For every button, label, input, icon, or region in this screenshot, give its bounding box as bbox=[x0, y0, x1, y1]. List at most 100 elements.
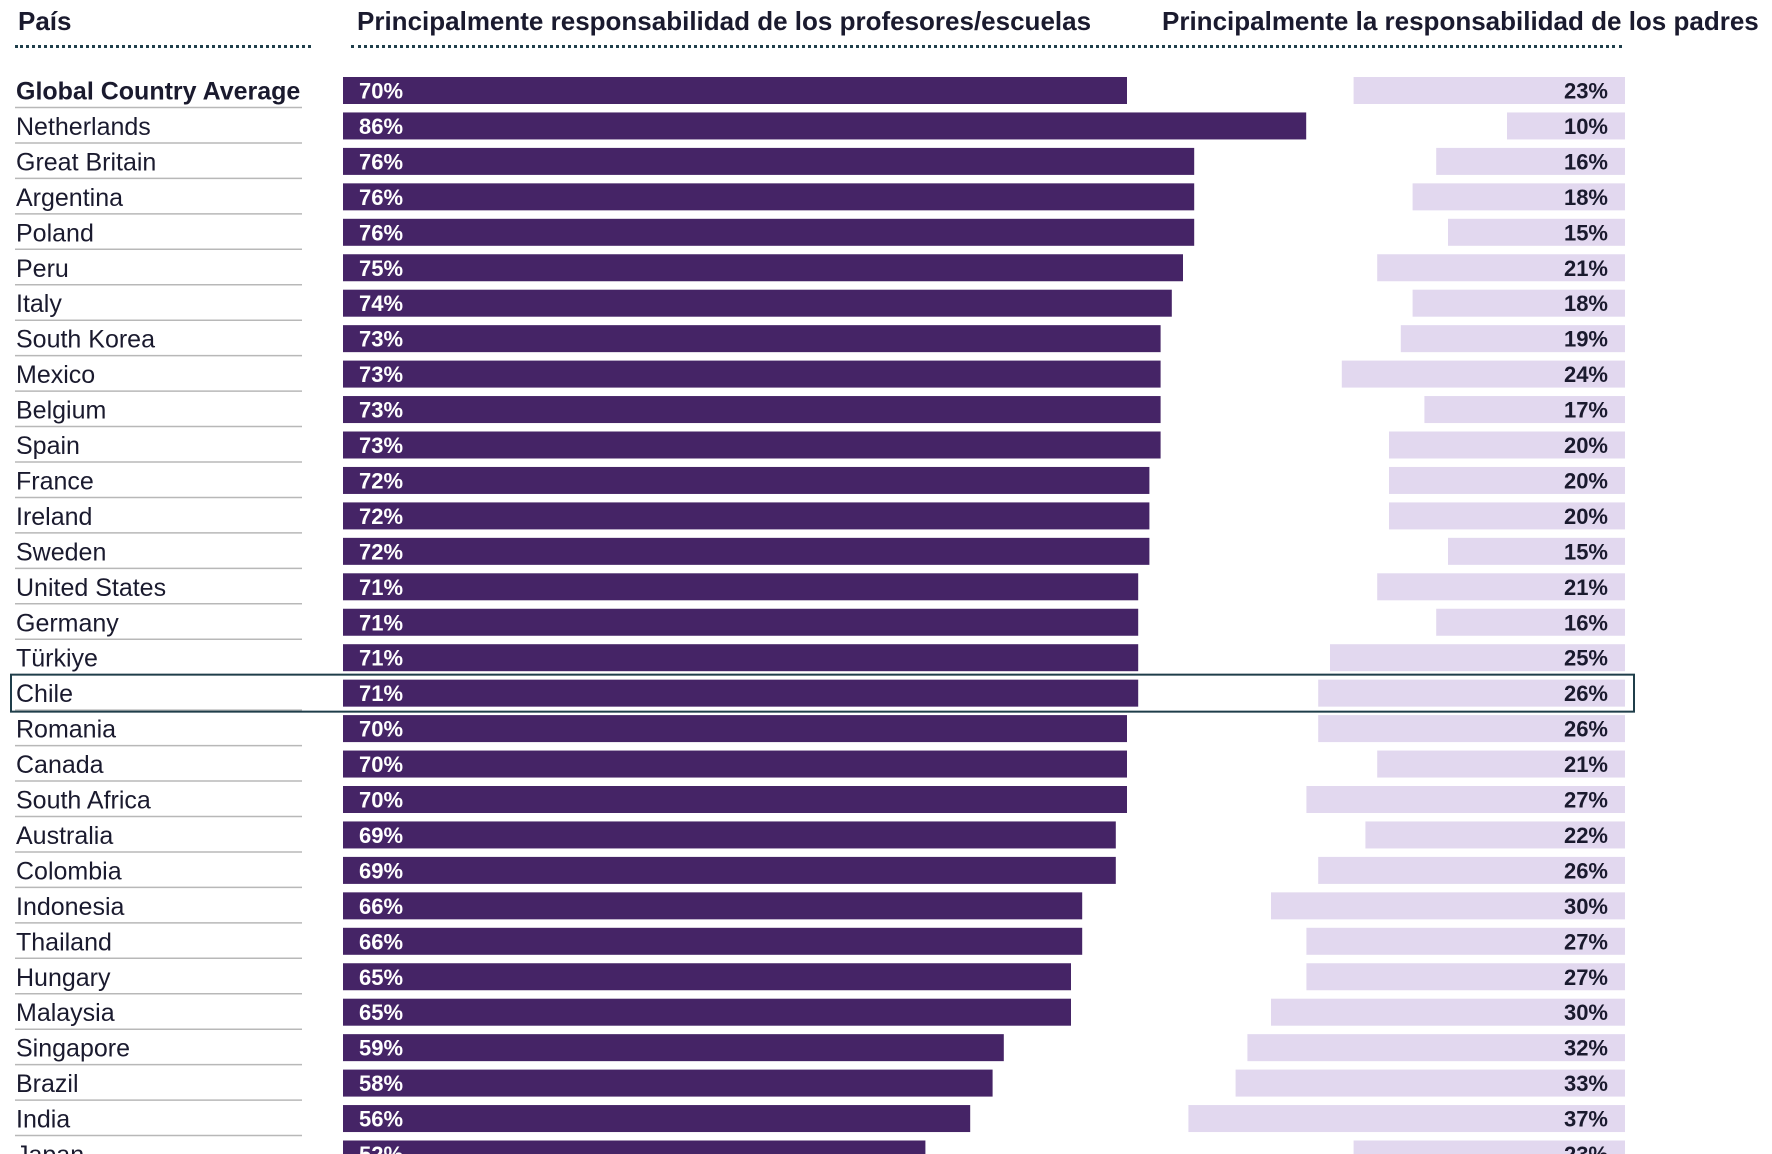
parents-value-label: 27% bbox=[1564, 965, 1608, 990]
parents-value-label: 30% bbox=[1564, 894, 1608, 919]
teachers-value-label: 70% bbox=[359, 79, 403, 104]
country-label: Romania bbox=[16, 716, 116, 744]
parents-bar bbox=[1448, 218, 1625, 246]
parents-bar bbox=[1424, 396, 1625, 424]
country-label: Brazil bbox=[16, 1070, 79, 1098]
parents-value-label: 17% bbox=[1564, 398, 1608, 423]
country-label: Great Britain bbox=[16, 148, 156, 176]
teachers-bar bbox=[343, 289, 1172, 317]
parents-value-label: 26% bbox=[1564, 858, 1608, 883]
teachers-bar bbox=[343, 396, 1161, 424]
teachers-value-label: 66% bbox=[359, 929, 403, 954]
parents-bar bbox=[1330, 644, 1625, 672]
country-label: Australia bbox=[16, 822, 113, 850]
parents-bar bbox=[1318, 679, 1625, 707]
country-label: India bbox=[16, 1106, 70, 1134]
parents-bar bbox=[1400, 325, 1625, 353]
parents-bar bbox=[1306, 786, 1625, 813]
country-label: South Korea bbox=[16, 326, 155, 354]
teachers-value-label: 73% bbox=[359, 398, 403, 423]
parents-value-label: 23% bbox=[1564, 79, 1608, 104]
parents-bar bbox=[1412, 183, 1625, 211]
teachers-value-label: 70% bbox=[359, 717, 403, 742]
teachers-value-label: 52% bbox=[359, 1142, 403, 1154]
teachers-value-label: 58% bbox=[359, 1071, 403, 1096]
parents-value-label: 20% bbox=[1564, 433, 1608, 458]
parents-bar bbox=[1353, 77, 1625, 104]
teachers-bar bbox=[343, 963, 1071, 991]
parents-bar bbox=[1341, 360, 1625, 388]
teachers-bar bbox=[343, 183, 1195, 211]
teachers-bar bbox=[343, 254, 1183, 282]
parents-bar bbox=[1389, 502, 1625, 530]
country-label: Indonesia bbox=[16, 893, 125, 921]
teachers-value-label: 71% bbox=[359, 681, 403, 706]
parents-value-label: 21% bbox=[1564, 575, 1608, 600]
teachers-value-label: 65% bbox=[359, 965, 403, 990]
header-country: País bbox=[18, 6, 72, 36]
parents-value-label: 22% bbox=[1564, 823, 1608, 848]
teachers-value-label: 65% bbox=[359, 1000, 403, 1025]
parents-bar bbox=[1377, 750, 1625, 778]
parents-bar bbox=[1389, 431, 1625, 459]
teachers-bar bbox=[343, 856, 1116, 884]
country-label: Japan bbox=[16, 1141, 84, 1154]
teachers-value-label: 76% bbox=[359, 149, 403, 174]
teachers-bar bbox=[343, 1069, 993, 1097]
country-label: South Africa bbox=[16, 787, 151, 815]
parents-bar bbox=[1448, 537, 1625, 565]
parents-value-label: 15% bbox=[1564, 220, 1608, 245]
highlight-box bbox=[10, 673, 1635, 713]
teachers-bar bbox=[343, 360, 1161, 388]
teachers-value-label: 72% bbox=[359, 539, 403, 564]
teachers-value-label: 73% bbox=[359, 327, 403, 352]
teachers-value-label: 59% bbox=[359, 1036, 403, 1061]
parents-bar bbox=[1412, 289, 1625, 317]
parents-value-label: 16% bbox=[1564, 149, 1608, 174]
country-label: United States bbox=[16, 574, 166, 602]
teachers-value-label: 70% bbox=[359, 752, 403, 777]
teachers-value-label: 73% bbox=[359, 362, 403, 387]
teachers-bar bbox=[343, 1034, 1004, 1062]
teachers-bar bbox=[343, 892, 1083, 920]
teachers-value-label: 72% bbox=[359, 468, 403, 493]
parents-value-label: 21% bbox=[1564, 256, 1608, 281]
parents-bar bbox=[1377, 573, 1625, 601]
teachers-bar bbox=[343, 679, 1139, 707]
parents-value-label: 16% bbox=[1564, 610, 1608, 635]
parents-value-label: 18% bbox=[1564, 185, 1608, 210]
parents-value-label: 23% bbox=[1564, 1142, 1608, 1154]
parents-bar bbox=[1436, 147, 1625, 175]
parents-value-label: 24% bbox=[1564, 362, 1608, 387]
country-label: Canada bbox=[16, 751, 104, 779]
header-parents: Principalmente la responsabilidad de los… bbox=[1162, 6, 1759, 36]
parents-value-label: 26% bbox=[1564, 681, 1608, 706]
country-label: Italy bbox=[16, 290, 62, 318]
country-label: Global Country Average bbox=[16, 78, 300, 106]
country-label: Colombia bbox=[16, 857, 122, 885]
parents-value-label: 25% bbox=[1564, 646, 1608, 671]
country-label: Sweden bbox=[16, 538, 106, 566]
country-label: Ireland bbox=[16, 503, 92, 531]
parents-value-label: 20% bbox=[1564, 504, 1608, 529]
parents-bar bbox=[1377, 254, 1625, 282]
teachers-bar bbox=[343, 466, 1150, 494]
teachers-bar bbox=[343, 1140, 926, 1154]
parents-bar bbox=[1507, 112, 1625, 140]
teachers-value-label: 74% bbox=[359, 291, 403, 316]
parents-value-label: 18% bbox=[1564, 291, 1608, 316]
parents-bar bbox=[1353, 1140, 1625, 1154]
parents-bar bbox=[1306, 963, 1625, 991]
teachers-bar bbox=[343, 608, 1139, 636]
parents-bar bbox=[1389, 466, 1625, 494]
teachers-bar bbox=[343, 325, 1161, 353]
country-label: France bbox=[16, 467, 94, 495]
country-label: Germany bbox=[16, 609, 119, 637]
teachers-value-label: 86% bbox=[359, 114, 403, 139]
parents-bar bbox=[1306, 927, 1625, 955]
country-label: Peru bbox=[16, 255, 69, 283]
country-label: Singapore bbox=[16, 1035, 130, 1063]
parents-value-label: 32% bbox=[1564, 1036, 1608, 1061]
parents-value-label: 15% bbox=[1564, 539, 1608, 564]
